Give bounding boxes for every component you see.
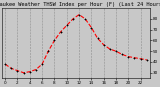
Title: Milwaukee Weather THSW Index per Hour (F) (Last 24 Hours): Milwaukee Weather THSW Index per Hour (F… xyxy=(0,2,160,7)
